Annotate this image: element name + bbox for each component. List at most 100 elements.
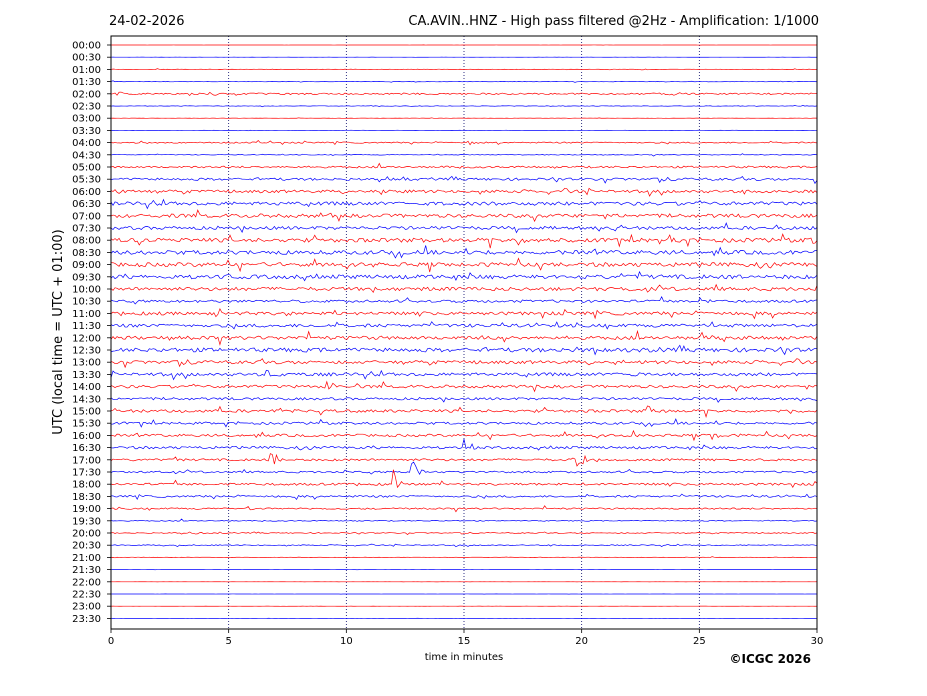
y-tick-label: 00:30 xyxy=(72,53,101,64)
trace-row-1430 xyxy=(110,396,818,403)
y-tick-label: 14:30 xyxy=(72,394,101,405)
trace-row-0200 xyxy=(110,91,818,97)
trace-row-1000 xyxy=(110,283,818,294)
seismic-traces xyxy=(110,44,818,619)
y-tick-label: 02:30 xyxy=(72,102,101,113)
trace-row-1230 xyxy=(110,344,818,356)
trace-row-1900 xyxy=(110,505,818,513)
y-tick-label: 07:00 xyxy=(72,211,101,222)
trace-row-0800 xyxy=(110,233,818,249)
trace-row-1730 xyxy=(110,461,818,475)
trace-row-0230 xyxy=(110,105,818,108)
y-tick-label: 09:00 xyxy=(72,260,101,271)
y-tick-label: 15:00 xyxy=(72,407,101,418)
trace-row-0100 xyxy=(110,68,818,71)
y-tick-label: 11:30 xyxy=(72,321,101,332)
y-tick-label: 02:00 xyxy=(72,89,101,100)
date-label: 24-02-2026 xyxy=(109,14,185,29)
x-tick-label: 25 xyxy=(693,636,706,647)
trace-row-1200 xyxy=(110,329,818,346)
x-axis-label: time in minutes xyxy=(425,652,504,663)
x-tick-label: 20 xyxy=(575,636,588,647)
y-tick-label: 06:30 xyxy=(72,199,101,210)
y-tick-label: 18:30 xyxy=(72,492,101,503)
y-tick-label: 00:00 xyxy=(72,41,101,52)
y-tick-label: 08:30 xyxy=(72,248,101,259)
trace-row-1800 xyxy=(110,469,818,489)
x-tick-label: 30 xyxy=(811,636,824,647)
y-tick-label: 22:30 xyxy=(72,590,101,601)
trace-row-0600 xyxy=(110,187,818,197)
trace-row-1500 xyxy=(110,405,818,418)
y-tick-label: 20:30 xyxy=(72,541,101,552)
y-tick-label: 05:00 xyxy=(72,163,101,174)
trace-row-1100 xyxy=(110,307,818,320)
trace-row-1300 xyxy=(110,358,818,369)
trace-row-2030 xyxy=(110,543,818,548)
x-tick-label: 15 xyxy=(458,636,471,647)
trace-row-0700 xyxy=(110,209,818,223)
trace-row-0930 xyxy=(110,270,818,282)
y-tick-label: 03:30 xyxy=(72,126,101,137)
trace-row-1530 xyxy=(110,418,818,428)
trace-row-2000 xyxy=(110,531,818,535)
y-tick-label: 16:00 xyxy=(72,431,101,442)
trace-row-0300 xyxy=(110,117,818,119)
y-tick-label: 01:30 xyxy=(72,77,101,88)
trace-row-1930 xyxy=(110,518,818,522)
trace-row-0630 xyxy=(110,198,818,210)
trace-row-0430 xyxy=(110,153,818,157)
x-tick-label: 5 xyxy=(225,636,231,647)
y-tick-label: 20:00 xyxy=(72,529,101,540)
y-tick-label: 05:30 xyxy=(72,175,101,186)
trace-row-0330 xyxy=(110,129,818,132)
y-tick-label: 04:30 xyxy=(72,150,101,161)
trace-row-0500 xyxy=(110,162,818,169)
y-tick-label: 11:00 xyxy=(72,309,101,320)
trace-row-1130 xyxy=(110,321,818,330)
y-tick-label: 01:00 xyxy=(72,65,101,76)
y-tick-label: 12:00 xyxy=(72,333,101,344)
trace-row-0730 xyxy=(110,222,818,234)
y-tick-label: 21:30 xyxy=(72,565,101,576)
y-tick-label: 09:30 xyxy=(72,272,101,283)
y-tick-label: 19:30 xyxy=(72,516,101,527)
trace-row-2100 xyxy=(110,556,818,559)
y-tick-label: 10:00 xyxy=(72,285,101,296)
y-tick-label: 21:00 xyxy=(72,553,101,564)
x-tick-label: 0 xyxy=(108,636,114,647)
chart-title: CA.AVIN..HNZ - High pass filtered @2Hz -… xyxy=(408,14,819,29)
y-tick-label: 14:00 xyxy=(72,382,101,393)
y-tick-label: 12:30 xyxy=(72,346,101,357)
trace-row-1830 xyxy=(110,493,818,501)
y-tick-label: 10:30 xyxy=(72,297,101,308)
y-tick-label: 17:00 xyxy=(72,455,101,466)
y-tick-label: 08:00 xyxy=(72,236,101,247)
x-tick-label: 10 xyxy=(340,636,353,647)
trace-row-0830 xyxy=(110,245,818,259)
trace-row-1030 xyxy=(110,295,818,305)
trace-row-0400 xyxy=(110,140,818,146)
y-tick-label: 23:00 xyxy=(72,602,101,613)
x-axis-ticks: 0 5 10 15 20 25 30 xyxy=(108,629,824,647)
y-tick-label: 18:00 xyxy=(72,480,101,491)
y-tick-label: 16:30 xyxy=(72,443,101,454)
y-tick-label: 22:00 xyxy=(72,577,101,588)
trace-row-0900 xyxy=(110,257,818,273)
trace-row-1700 xyxy=(110,453,818,467)
y-tick-label: 23:30 xyxy=(72,614,101,625)
y-tick-label: 07:30 xyxy=(72,224,101,235)
y-tick-label: 15:30 xyxy=(72,419,101,430)
y-tick-label: 19:00 xyxy=(72,504,101,515)
copyright-label: ©ICGC 2026 xyxy=(729,652,811,666)
y-tick-label: 06:00 xyxy=(72,187,101,198)
y-tick-label: 13:30 xyxy=(72,370,101,381)
trace-row-1330 xyxy=(110,369,818,381)
y-axis-label: UTC (local time = UTC + 01:00) xyxy=(51,229,66,434)
y-tick-label: 17:30 xyxy=(72,468,101,479)
vertical-gridlines xyxy=(228,36,700,629)
trace-row-0530 xyxy=(110,175,818,185)
trace-row-1600 xyxy=(110,429,818,442)
